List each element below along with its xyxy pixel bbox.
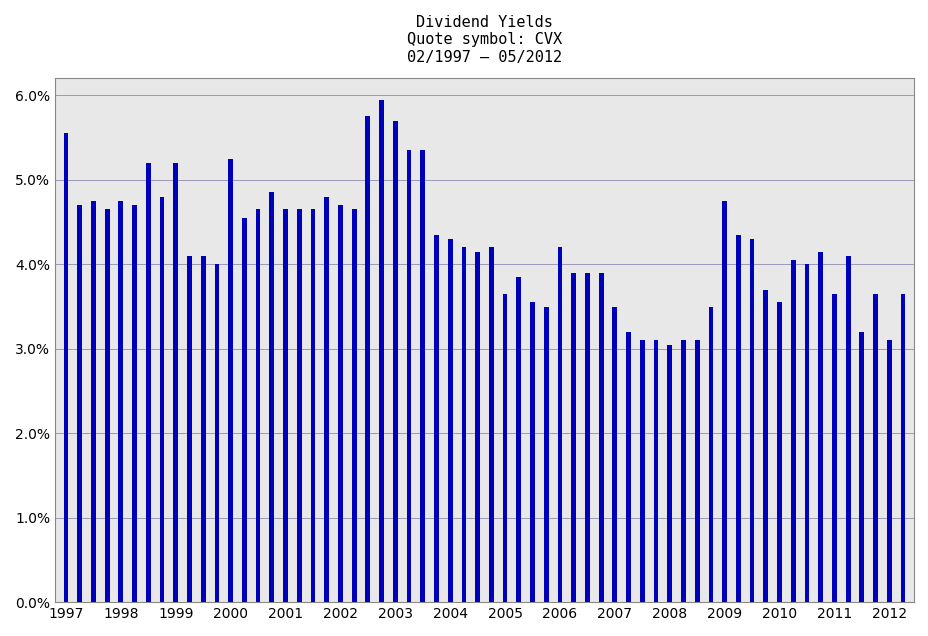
Bar: [187, 256, 192, 602]
Bar: [214, 265, 219, 602]
Bar: [488, 247, 493, 602]
Bar: [858, 332, 863, 602]
Bar: [475, 252, 480, 602]
Bar: [433, 235, 438, 602]
Bar: [680, 340, 685, 602]
Bar: [406, 150, 411, 602]
Bar: [516, 277, 521, 602]
Bar: [571, 273, 575, 602]
Bar: [557, 247, 561, 602]
Bar: [612, 307, 616, 602]
Bar: [790, 260, 794, 602]
Bar: [269, 193, 274, 602]
Bar: [694, 340, 699, 602]
Bar: [228, 159, 233, 602]
Bar: [749, 239, 754, 602]
Bar: [393, 121, 397, 602]
Bar: [352, 209, 356, 602]
Bar: [200, 256, 205, 602]
Bar: [174, 163, 178, 602]
Bar: [721, 201, 727, 602]
Bar: [77, 205, 82, 602]
Bar: [119, 201, 123, 602]
Bar: [365, 116, 370, 602]
Bar: [543, 307, 548, 602]
Bar: [886, 340, 891, 602]
Bar: [132, 205, 136, 602]
Bar: [530, 302, 535, 602]
Bar: [310, 209, 315, 602]
Bar: [653, 340, 658, 602]
Bar: [379, 100, 383, 602]
Bar: [818, 252, 822, 602]
Bar: [283, 209, 288, 602]
Bar: [625, 332, 630, 602]
Bar: [639, 340, 644, 602]
Bar: [844, 256, 850, 602]
Bar: [708, 307, 713, 602]
Bar: [297, 209, 302, 602]
Bar: [461, 247, 466, 602]
Bar: [91, 201, 96, 602]
Bar: [666, 345, 672, 602]
Bar: [419, 150, 425, 602]
Bar: [63, 134, 69, 602]
Bar: [598, 273, 603, 602]
Bar: [105, 209, 110, 602]
Bar: [324, 197, 329, 602]
Bar: [872, 294, 877, 602]
Bar: [241, 218, 247, 602]
Bar: [804, 265, 808, 602]
Bar: [585, 273, 589, 602]
Bar: [777, 302, 781, 602]
Bar: [502, 294, 507, 602]
Bar: [831, 294, 836, 602]
Title: Dividend Yields
Quote symbol: CVX
02/1997 – 05/2012: Dividend Yields Quote symbol: CVX 02/199…: [406, 15, 561, 65]
Bar: [338, 205, 342, 602]
Bar: [735, 235, 740, 602]
Bar: [899, 294, 905, 602]
Bar: [447, 239, 452, 602]
Bar: [763, 289, 767, 602]
Bar: [146, 163, 150, 602]
Bar: [255, 209, 260, 602]
Bar: [160, 197, 164, 602]
